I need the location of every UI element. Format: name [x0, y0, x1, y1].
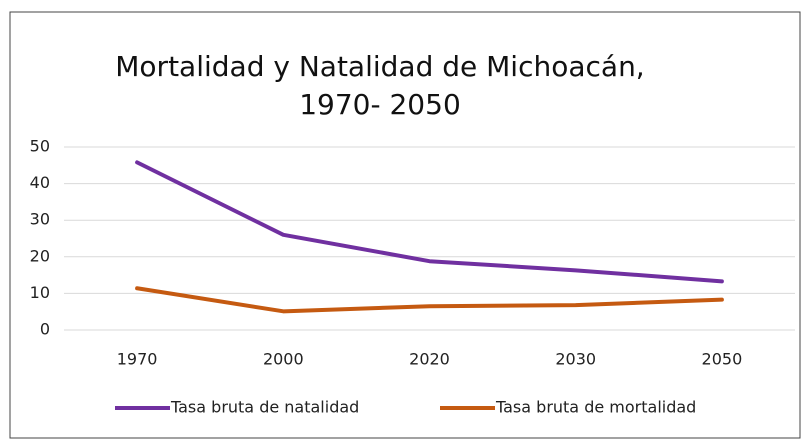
x-tick-label: 1970: [117, 350, 158, 369]
chart-title: Mortalidad y Natalidad de Michoacán,: [115, 50, 644, 83]
y-tick-label: 20: [30, 246, 50, 265]
data-line: [135, 160, 724, 284]
x-tick-label: 2030: [555, 350, 596, 369]
x-tick-label: 2020: [409, 350, 450, 369]
x-tick-label: 2050: [702, 350, 743, 369]
y-tick-label: 0: [40, 320, 50, 339]
chart-title: 1970- 2050: [299, 88, 461, 121]
data-line: [135, 286, 724, 314]
x-tick-label: 2000: [263, 350, 304, 369]
legend-label: Tasa bruta de natalidad: [170, 398, 359, 417]
y-tick-label: 50: [30, 137, 50, 156]
chart-frame: [9, 11, 801, 439]
y-tick-label: 30: [30, 210, 50, 229]
y-tick-label: 40: [30, 173, 50, 192]
legend-label: Tasa bruta de mortalidad: [495, 398, 696, 417]
y-tick-label: 10: [30, 283, 50, 302]
